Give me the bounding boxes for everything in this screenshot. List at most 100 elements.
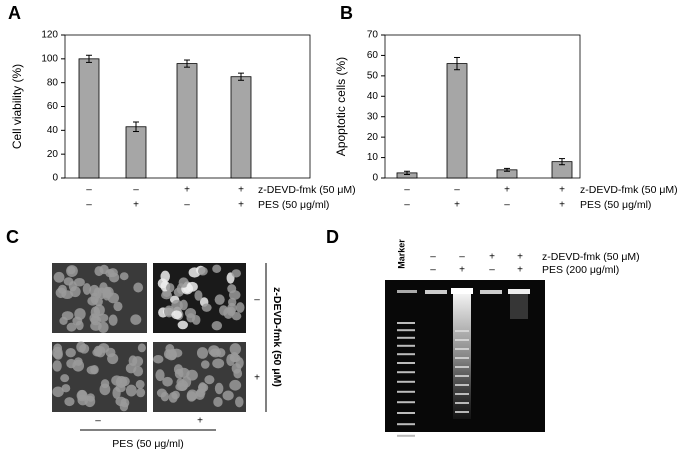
cell-nucleus [212,358,225,369]
treatment-sign: + [454,200,460,211]
ladder-band [397,401,415,404]
y-tick-label: 0 [372,173,378,184]
cell-nucleus [93,345,103,357]
cell-nucleus [213,396,223,407]
dna-ladder [455,357,469,359]
treatment-sign: – [430,265,436,276]
dna-ladder [455,348,469,350]
cell-nucleus [171,310,183,320]
cell-nucleus [212,264,222,274]
cell-nucleus [79,343,90,354]
cell-nucleus [66,358,77,369]
treatment-sign: + [184,185,190,196]
treatment-sign: – [86,185,92,196]
cell-nucleus [82,283,92,295]
y-tick-label: 10 [367,152,379,163]
bar [446,63,468,179]
y-axis-label: Cell viability (%) [10,64,24,149]
cell-nucleus [233,368,243,379]
treatment-sign: + [238,200,244,211]
y-tick-label: 20 [47,149,59,160]
cell-nucleus [186,369,198,381]
treatment-sign: + [559,185,565,196]
cell-nucleus [136,387,146,398]
treatment-sign: + [504,185,510,196]
cell-nucleus [107,292,120,304]
treatment-name: PES (50 μg/ml) [580,199,651,211]
cell-nucleus [156,388,167,398]
dna-ladder [455,366,469,368]
col-sign: – [95,416,101,427]
cell-nucleus [115,384,126,393]
plot-frame [384,34,581,179]
cell-nucleus [155,369,165,382]
panel-label: A [8,3,21,23]
cell-nucleus [196,347,209,359]
micrograph [52,263,147,334]
cell-nucleus [64,397,75,407]
ladder-band [397,390,415,393]
col-sign: + [197,416,203,427]
treatment-sign: + [517,265,523,276]
cell-nucleus [87,296,98,306]
panel-label: B [340,3,353,23]
treatment-sign: + [489,252,495,263]
y-tick-label: 0 [52,173,58,184]
cell-nucleus [105,268,115,278]
y-tick-label: 60 [47,101,59,112]
error-bar [504,167,510,172]
treatment-sign: – [404,185,410,196]
treatment-sign: – [489,265,495,276]
cell-nucleus [125,384,137,397]
cell-nucleus [157,278,168,289]
ladder-band [397,371,415,374]
cell-nucleus [194,290,203,301]
cell-nucleus [195,389,205,401]
y-tick-label: 40 [47,125,59,136]
cell-nucleus [99,383,111,396]
cell-nucleus [186,281,198,292]
treatment-sign: – [133,185,139,196]
treatment-sign: – [86,200,92,211]
cell-nucleus [214,294,225,305]
cell-nucleus [68,281,77,292]
cell-nucleus [90,364,99,375]
y-axis-label: Apoptotic cells (%) [334,57,348,156]
cell-nucleus [86,393,95,402]
cell-nucleus [170,348,183,358]
ladder-band [397,344,415,347]
cell-nucleus [111,375,123,386]
ladder-band [397,336,415,339]
cell-nucleus [222,390,234,401]
error-bar [238,72,244,81]
cell-nucleus [125,363,137,374]
treatment-sign: + [559,200,565,211]
cell-nucleus [231,311,242,321]
treatment-sign: + [517,252,523,263]
gel-image [385,280,545,437]
cell-nucleus [60,374,70,383]
cell-nucleus [208,345,220,356]
error-bar [559,158,565,166]
dna-ladder [455,393,469,395]
cell-nucleus [235,396,244,408]
cell-nucleus [168,391,178,403]
cell-nucleus [229,379,242,391]
cell-nucleus [73,277,85,287]
cell-nucleus [192,314,201,325]
cell-nucleus [119,272,129,281]
cell-nucleus [229,343,241,355]
ladder-band [397,362,415,364]
cell-nucleus [198,383,209,393]
y-tick-label: 100 [41,53,58,64]
treatment-sign: + [459,265,465,276]
treatment-sign: + [238,185,244,196]
cell-nucleus [57,284,67,294]
bar [78,58,100,179]
cell-nucleus [231,269,241,278]
cell-nucleus [201,303,212,312]
micrograph [153,342,246,412]
cell-nucleus [59,316,68,326]
panel-label: D [326,227,339,247]
cell-nucleus [229,354,241,363]
